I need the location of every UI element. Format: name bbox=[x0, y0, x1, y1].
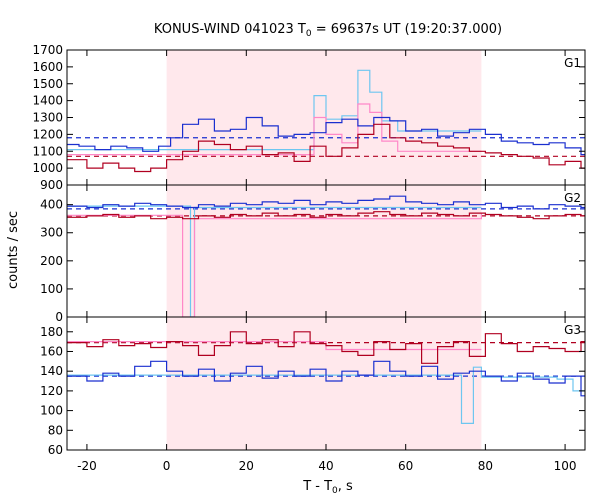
x-tick-label: 20 bbox=[239, 459, 254, 473]
y-tick-label: 1600 bbox=[32, 60, 63, 74]
series-g3-light-blue bbox=[67, 366, 585, 424]
y-tick-label: 300 bbox=[40, 226, 63, 240]
x-axis-label: T - T0, s bbox=[302, 479, 353, 496]
x-tick-label: -20 bbox=[77, 459, 97, 473]
panel-g3: 60 80 100 120 140 160 180 G3 bbox=[40, 316, 586, 457]
y-tick-label: 0 bbox=[55, 310, 63, 324]
y-tick-label: 1000 bbox=[32, 161, 63, 175]
series-g1-red bbox=[67, 123, 585, 173]
series-group bbox=[67, 331, 585, 424]
series-g2-blue bbox=[67, 195, 585, 210]
series-g2-red bbox=[67, 211, 585, 220]
panel-label: G3 bbox=[564, 323, 581, 337]
panel-label: G2 bbox=[564, 191, 581, 205]
x-tick-label: 80 bbox=[478, 459, 493, 473]
y-tick-label: 100 bbox=[40, 282, 63, 296]
x-tick-label: 100 bbox=[554, 459, 577, 473]
y-tick-label: 200 bbox=[40, 254, 63, 268]
y-tick-label: 80 bbox=[48, 423, 63, 437]
y-tick-label: 180 bbox=[40, 325, 63, 339]
series-group bbox=[67, 69, 585, 173]
y-tick-label: 60 bbox=[48, 443, 63, 457]
panel-label: G1 bbox=[564, 56, 581, 70]
panel-g2: 0 100 200 300 400 G2 bbox=[40, 184, 586, 324]
series-g2-pink bbox=[67, 213, 482, 317]
series-g3-blue bbox=[67, 360, 585, 397]
y-tick-label: 100 bbox=[40, 404, 63, 418]
y-tick-label: 1100 bbox=[32, 144, 63, 158]
panels-group: 90010001100120013001400150016001700G1010… bbox=[32, 43, 586, 473]
x-tick-label: 0 bbox=[163, 459, 171, 473]
series-g1-blue bbox=[67, 116, 585, 156]
y-tick-label: 1300 bbox=[32, 111, 63, 125]
y-tick-label: 1400 bbox=[32, 94, 63, 108]
series-group bbox=[67, 195, 585, 317]
x-tick-label: 60 bbox=[398, 459, 413, 473]
y-tick-label: 1500 bbox=[32, 77, 63, 91]
y-tick-label: 120 bbox=[40, 384, 63, 398]
y-tick-label: 1700 bbox=[32, 43, 63, 57]
shaded-burst-interval bbox=[166, 50, 482, 450]
y-tick-label: 140 bbox=[40, 364, 63, 378]
y-tick-label: 400 bbox=[40, 198, 63, 212]
y-tick-label: 1200 bbox=[32, 127, 63, 141]
series-g3-red bbox=[67, 331, 585, 364]
y-tick-label: 900 bbox=[40, 178, 63, 192]
y-tick-label: 160 bbox=[40, 344, 63, 358]
x-tick-label: 40 bbox=[318, 459, 333, 473]
y-axis-label: counts / sec bbox=[6, 211, 21, 289]
chart-title: KONUS-WIND 041023 T0 = 69637s UT (19:20:… bbox=[154, 22, 502, 39]
